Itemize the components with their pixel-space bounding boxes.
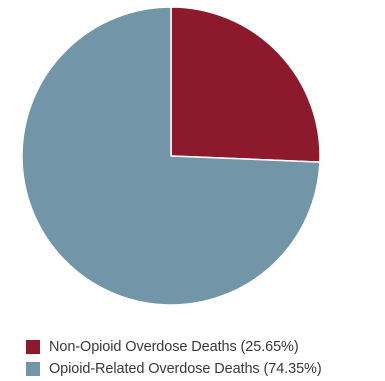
pie-chart bbox=[21, 6, 321, 306]
legend-item-non-opioid[interactable]: Non-Opioid Overdose Deaths (25.65%) bbox=[26, 336, 322, 358]
legend-label-non-opioid: Non-Opioid Overdose Deaths (25.65%) bbox=[49, 339, 299, 355]
legend-swatch-non-opioid bbox=[26, 340, 40, 354]
legend-item-opioid-related[interactable]: Opioid-Related Overdose Deaths (74.35%) bbox=[26, 358, 322, 380]
pie-slice-non-opioid[interactable] bbox=[170, 6, 321, 163]
legend-swatch-opioid-related bbox=[26, 362, 40, 376]
pie-slice-opioid-related[interactable] bbox=[21, 6, 321, 306]
chart-legend: Non-Opioid Overdose Deaths (25.65%) Opio… bbox=[26, 336, 322, 380]
legend-label-opioid-related: Opioid-Related Overdose Deaths (74.35%) bbox=[49, 361, 322, 377]
